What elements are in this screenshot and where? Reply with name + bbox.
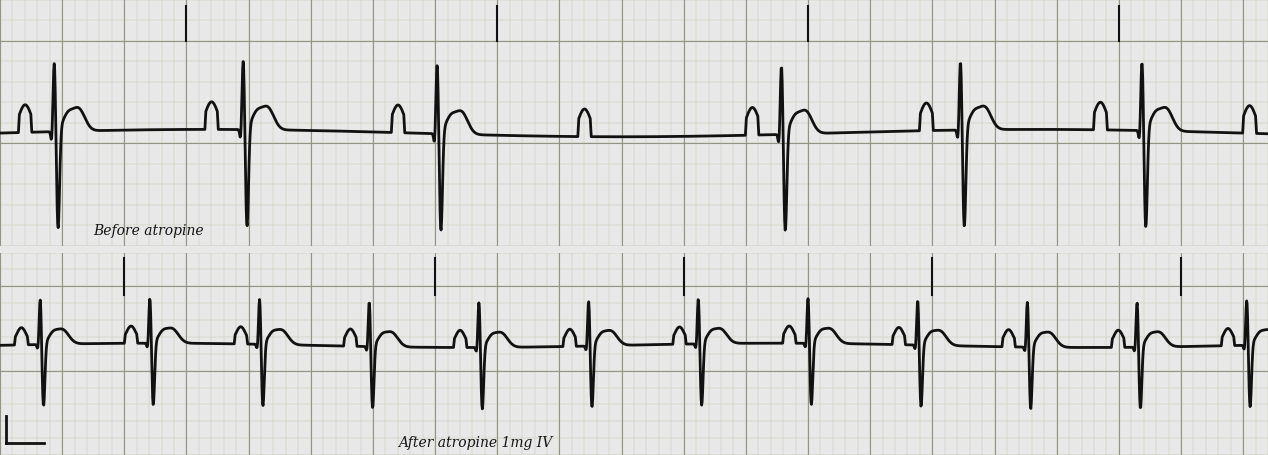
Text: After atropine 1mg IV: After atropine 1mg IV [398, 435, 552, 450]
Text: Before atropine: Before atropine [94, 224, 204, 238]
